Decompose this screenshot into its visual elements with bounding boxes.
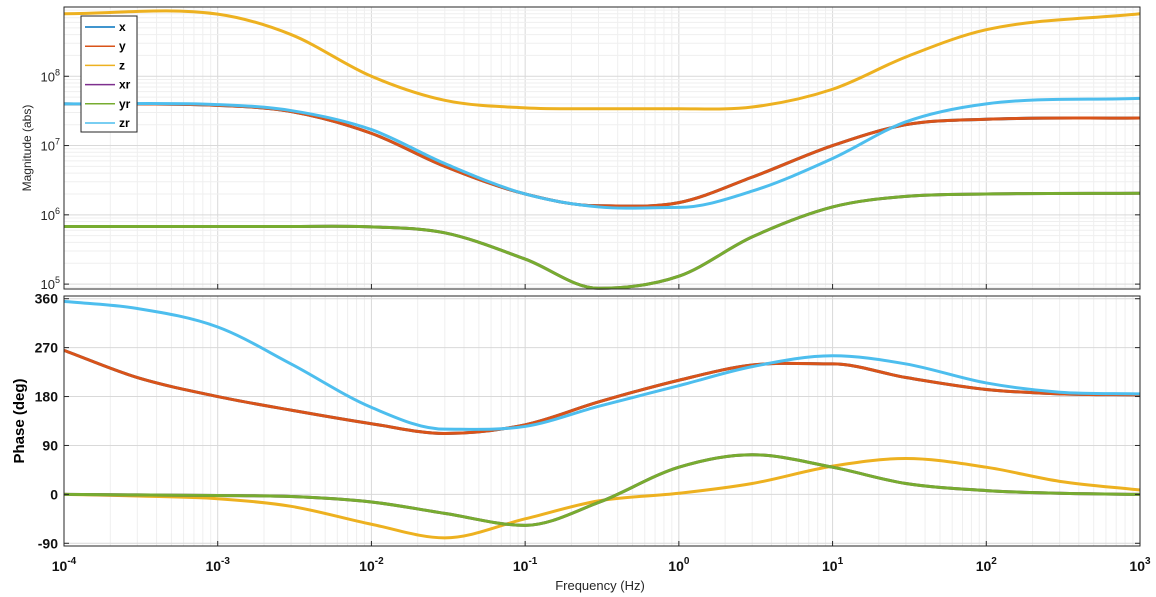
legend-item-zr[interactable]: zr (85, 116, 130, 130)
magnitude-ylabel: Magnitude (abs) (20, 105, 34, 192)
legend-item-xr[interactable]: xr (85, 78, 131, 92)
frequency-xtick-label: 10-1 (513, 556, 538, 574)
phase-ytick-label: 360 (35, 291, 59, 307)
phase-ytick-label: 90 (42, 437, 58, 453)
magnitude-ytick-label: 107 (41, 137, 60, 154)
phase-series-yr (63, 453, 1141, 527)
legend-label: z (119, 58, 125, 72)
legend-label: y (119, 39, 126, 53)
legend-label: x (119, 20, 126, 34)
legend-label: yr (119, 97, 131, 111)
legend-box (80, 15, 138, 133)
legend-item-y[interactable]: y (85, 39, 126, 53)
magnitude-tick-labels: 105 106 107 108 (41, 67, 1140, 292)
frequency-xtick-label: 10-2 (359, 556, 384, 574)
phase-series-zr (63, 299, 1141, 431)
phase-ytick-label: 270 (35, 340, 59, 356)
legend-label: xr (119, 78, 131, 92)
magnitude-ytick-label: 105 (41, 275, 60, 292)
frequency-xtick-label: 100 (668, 556, 690, 574)
phase-tick-labels: -90 0 90 180 270 360 (35, 291, 1140, 551)
phase-ytick-label: 180 (35, 389, 59, 405)
magnitude-lines (63, 9, 1141, 290)
magnitude-axes: 105 106 107 108 Magnitude (abs) (20, 6, 1141, 292)
magnitude-ytick-label: 108 (41, 67, 60, 84)
legend-item-z[interactable]: z (85, 58, 125, 72)
phase-series-y (63, 348, 1141, 435)
frequency-xtick-label: 10-4 (52, 556, 77, 574)
legend[interactable]: xyz xr yr zr (80, 15, 138, 133)
phase-ylabel: Phase (deg) (11, 378, 28, 463)
frequency-xlabel: Frequency (Hz) (555, 578, 645, 593)
magnitude-series-z (63, 9, 1141, 111)
frequency-xtick-label: 103 (1129, 556, 1151, 574)
legend-item-x[interactable]: x (85, 20, 126, 34)
legend-item-yr[interactable]: yr (85, 97, 131, 111)
frequency-xtick-label: 10-3 (205, 556, 230, 574)
frequency-xtick-label: 101 (822, 556, 844, 574)
legend-label: zr (119, 116, 130, 130)
magnitude-ytick-label: 106 (41, 206, 60, 223)
phase-ytick-label: -90 (38, 535, 58, 551)
magnitude-series-zr (63, 96, 1141, 210)
phase-lines (63, 299, 1141, 540)
phase-ytick-label: 0 (50, 486, 58, 502)
frequency-xtick-label: 102 (976, 556, 998, 574)
phase-series-z (63, 457, 1141, 540)
magnitude-series-yr (64, 191, 1141, 290)
frequency-tick-labels: 10-4 10-3 10-2 10-1 100 101 102 103 (52, 284, 1151, 574)
